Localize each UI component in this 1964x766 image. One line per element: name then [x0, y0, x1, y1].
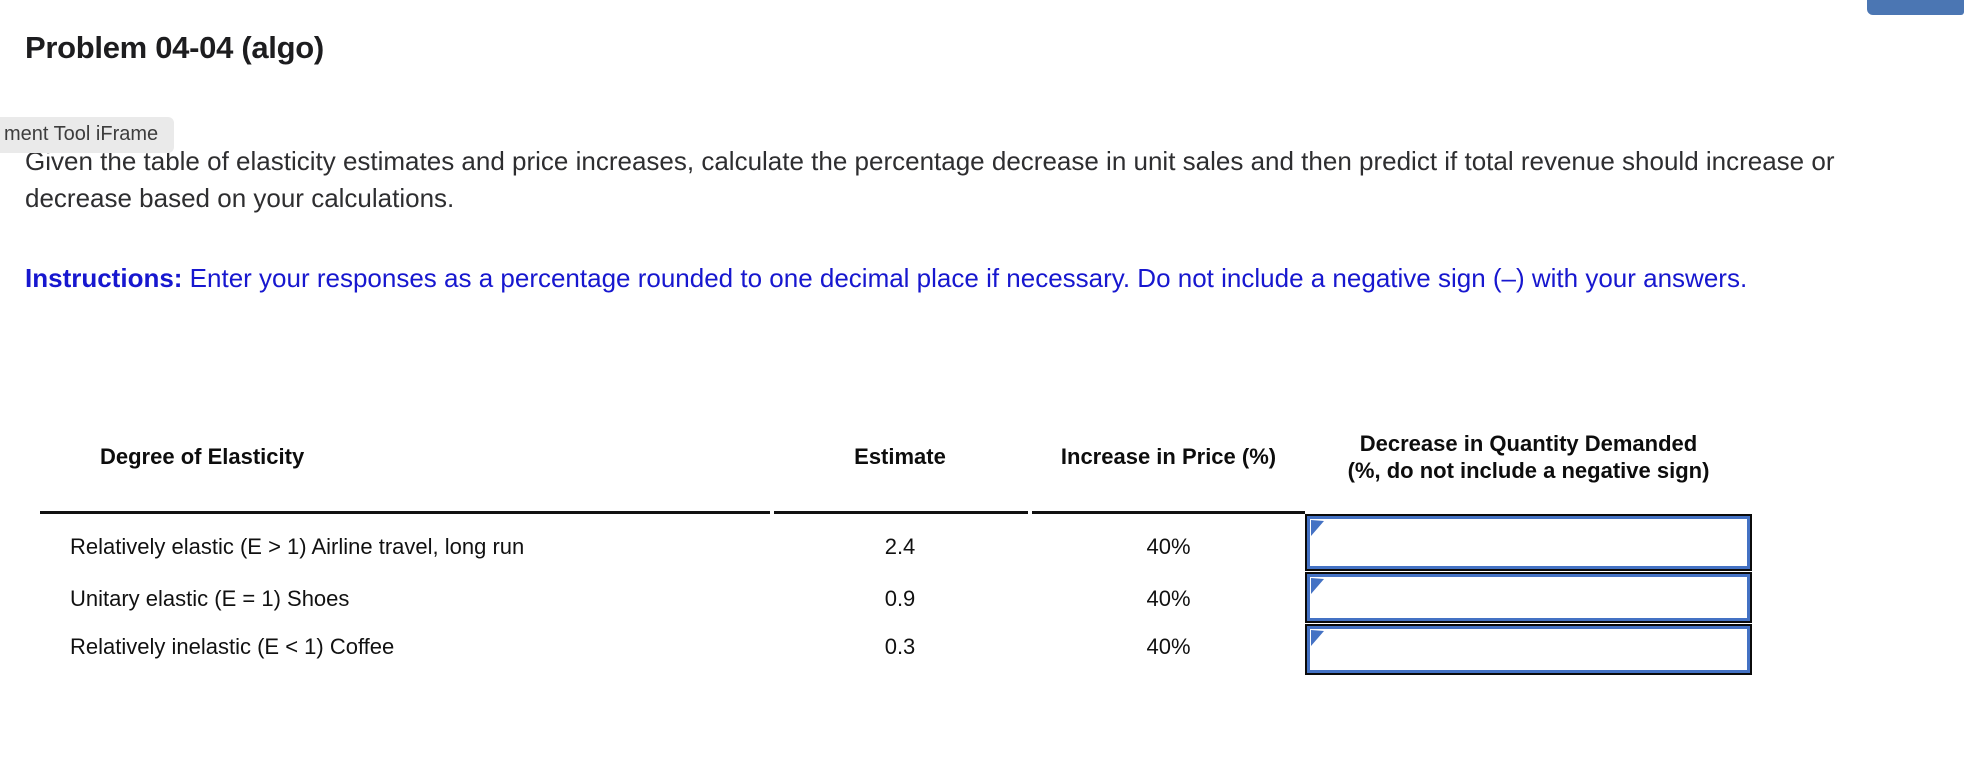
- instructions-body: Enter your responses as a percentage rou…: [182, 263, 1748, 293]
- answer-box-3: [1305, 624, 1752, 675]
- column-header-decrease: Decrease in Quantity Demanded (%, do not…: [1305, 430, 1752, 484]
- instructions-label: Instructions:: [25, 263, 183, 293]
- partial-toolbar-button[interactable]: [1867, 0, 1964, 15]
- row-price-increase: 40%: [1146, 586, 1191, 611]
- header-rule-price: [1032, 511, 1305, 514]
- header-rule-degree: [40, 511, 770, 514]
- decrease-quantity-input-3[interactable]: [1313, 632, 1744, 667]
- answer-box-2: [1305, 572, 1752, 623]
- column-header-degree: Degree of Elasticity: [100, 444, 305, 469]
- row-price-increase: 40%: [1146, 634, 1191, 659]
- decrease-quantity-input-1[interactable]: [1313, 522, 1744, 563]
- row-label: Unitary elastic (E = 1) Shoes: [70, 586, 350, 611]
- column-header-price: Increase in Price (%): [1060, 444, 1277, 469]
- row-estimate: 2.4: [884, 534, 916, 559]
- row-estimate: 0.3: [884, 634, 916, 659]
- column-header-decrease-line1: Decrease in Quantity Demanded: [1359, 431, 1698, 456]
- header-rule-estimate: [774, 511, 1028, 514]
- instructions-paragraph: Instructions: Enter your responses as a …: [25, 260, 1870, 297]
- column-header-estimate: Estimate: [854, 444, 946, 469]
- column-header-decrease-line2: (%, do not include a negative sign): [1347, 458, 1710, 483]
- iframe-tooltip: ment Tool iFrame: [0, 117, 175, 153]
- row-label: Relatively inelastic (E < 1) Coffee: [70, 634, 395, 659]
- decrease-quantity-input-2[interactable]: [1313, 580, 1744, 615]
- row-price-increase: 40%: [1146, 534, 1191, 559]
- row-estimate: 0.9: [884, 586, 916, 611]
- answer-box-1: [1305, 514, 1752, 571]
- row-label: Relatively elastic (E > 1) Airline trave…: [70, 534, 525, 559]
- problem-prompt: Given the table of elasticity estimates …: [25, 146, 1835, 213]
- page-title: Problem 04-04 (algo): [25, 30, 324, 65]
